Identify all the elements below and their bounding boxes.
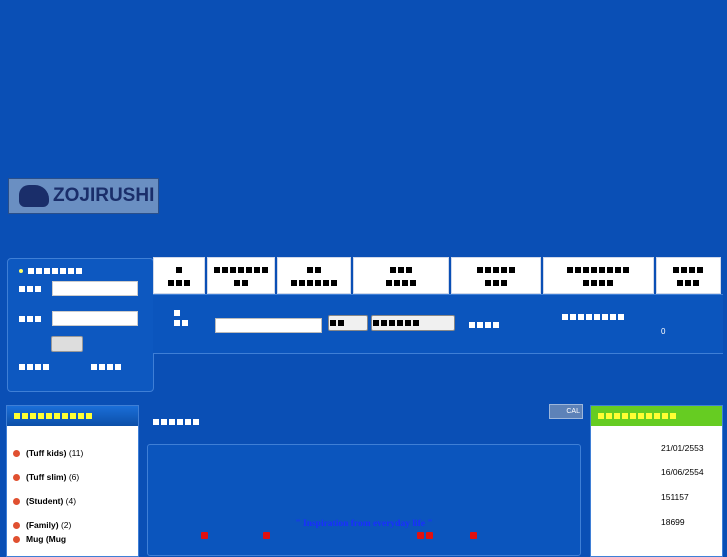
category-item[interactable]: Mug (Mug: [13, 534, 69, 545]
advanced-search-button[interactable]: [371, 315, 455, 331]
stat-value: 18699: [661, 517, 685, 527]
nav-tab-5[interactable]: [451, 257, 541, 294]
bullet-icon: [13, 522, 20, 529]
brand-logo[interactable]: ZOJIRUSHI: [8, 178, 159, 214]
section-title: [152, 416, 200, 426]
register-link[interactable]: [18, 361, 50, 371]
slogan: " Inspiration from everyday life ": [295, 519, 433, 529]
feature-row: [200, 531, 478, 541]
calendar-icon[interactable]: CAL: [549, 404, 583, 419]
password-label: [18, 313, 42, 323]
search-button[interactable]: [328, 315, 368, 331]
username-input[interactable]: [52, 281, 138, 296]
nav-tab-6[interactable]: [542, 257, 654, 294]
cart-count: 0: [661, 327, 666, 336]
stat-value: 16/06/2554: [661, 467, 704, 477]
category-item[interactable]: (Student) (4): [13, 496, 76, 507]
stats-header: [591, 406, 722, 426]
search-bar: 0: [153, 294, 723, 354]
stat-value: 151157: [661, 492, 689, 502]
main-content: " Inspiration from everyday life ": [147, 444, 581, 556]
login-title: [18, 265, 83, 275]
category-item[interactable]: (Tuff slim) (6): [13, 472, 79, 483]
category-panel: (Tuff kids) (11) (Tuff slim) (6) (Studen…: [6, 405, 139, 557]
password-input[interactable]: [52, 311, 138, 326]
bullet-icon: [13, 450, 20, 457]
elephant-logo-icon: [19, 185, 49, 207]
nav-tab-1[interactable]: [153, 257, 205, 294]
cart-label: [561, 311, 625, 321]
login-panel: [7, 258, 154, 392]
stat-value: 21/01/2553: [661, 443, 704, 453]
login-button[interactable]: [51, 336, 83, 352]
category-item[interactable]: (Family) (2): [13, 520, 71, 531]
nav-tab-4[interactable]: [353, 257, 450, 294]
username-label: [18, 283, 42, 293]
search-input[interactable]: [215, 318, 322, 333]
category-header: [7, 406, 138, 426]
nav-tab-7[interactable]: [655, 257, 722, 294]
bullet-icon: [13, 474, 20, 481]
nav-tab-3[interactable]: [276, 257, 352, 294]
stats-panel: 21/01/2553 16/06/2554 151157 18699: [590, 405, 723, 557]
logo-text: ZOJIRUSHI: [53, 185, 155, 206]
main-nav: [153, 257, 723, 294]
bullet-icon: [13, 536, 20, 543]
forgot-password-link[interactable]: [90, 361, 122, 371]
search-label: [173, 307, 189, 327]
category-item[interactable]: (Tuff kids) (11): [13, 448, 83, 459]
product-count-label: [468, 319, 500, 329]
nav-tab-2[interactable]: [206, 257, 275, 294]
bullet-icon: [13, 498, 20, 505]
